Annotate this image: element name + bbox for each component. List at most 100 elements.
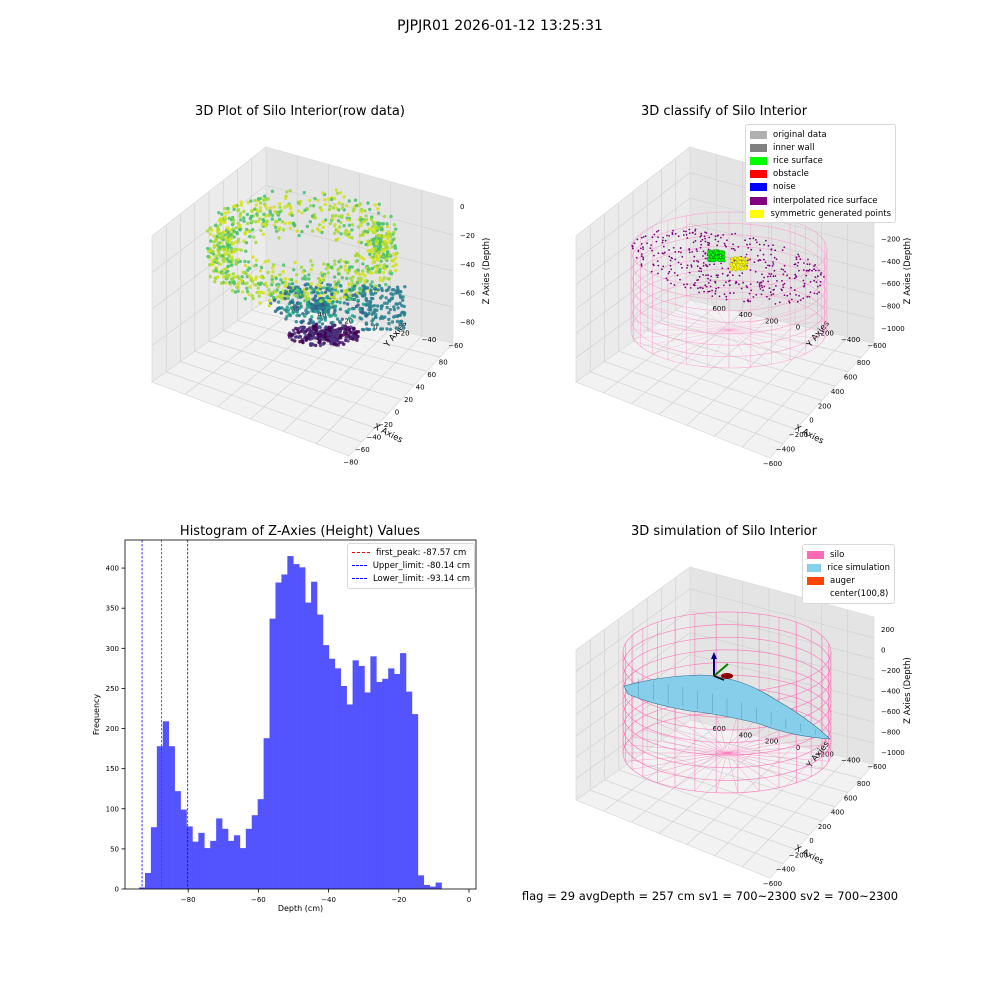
scatter-point <box>235 230 239 235</box>
silo-spoke <box>674 718 728 754</box>
scatter-point <box>348 288 352 292</box>
interpolated-point <box>695 248 698 251</box>
scatter-point <box>212 244 216 248</box>
scatter-point <box>310 315 314 319</box>
legend-swatch <box>807 590 824 598</box>
classify-legend: original data inner wall rice surface obsta… <box>745 124 896 224</box>
interpolated-point <box>677 235 680 238</box>
interpolated-point <box>709 285 712 288</box>
scatter-point <box>214 269 218 273</box>
scatter-point <box>296 302 300 306</box>
scatter-point <box>309 282 314 286</box>
scatter-point <box>329 321 333 325</box>
interpolated-point <box>685 233 688 236</box>
scatter-point <box>365 299 369 303</box>
scatter-point <box>320 230 324 235</box>
silo-spoke <box>728 306 806 331</box>
scatter-point <box>398 290 402 294</box>
scatter-point <box>314 328 318 332</box>
interpolated-point <box>686 264 689 267</box>
interpolated-point <box>656 260 659 262</box>
symmetric-point <box>732 263 736 267</box>
histogram-bar <box>370 656 377 889</box>
scatter-point <box>289 210 293 215</box>
interpolated-point <box>646 242 648 245</box>
interpolated-point <box>705 264 707 266</box>
legend-label: center(100,8) <box>830 589 889 600</box>
silo-spoke <box>726 752 829 762</box>
scatter-point <box>285 310 289 314</box>
gridline <box>618 350 810 416</box>
scatter-point <box>239 203 244 207</box>
silo-spoke <box>728 329 818 347</box>
interpolated-point <box>749 269 752 271</box>
rice-surface-point <box>710 258 715 263</box>
interpolated-point <box>704 231 706 234</box>
legend-label: inner wall <box>773 142 815 153</box>
scatter-point <box>249 278 253 282</box>
scatter-point <box>220 254 225 258</box>
y-tick-label: 0 <box>115 886 119 894</box>
scatter-point <box>316 316 321 320</box>
scatter-point <box>311 204 316 208</box>
interpolated-point <box>706 241 709 244</box>
interpolated-point <box>693 255 696 258</box>
interpolated-point <box>813 265 815 267</box>
scatter-point <box>391 238 395 242</box>
scatter-point <box>323 318 328 322</box>
scatter-point <box>310 336 315 340</box>
scatter-point <box>359 220 364 225</box>
interpolated-point <box>737 246 740 248</box>
interpolated-point <box>694 240 697 242</box>
histogram-frame <box>124 539 477 890</box>
interpolated-point <box>661 241 664 244</box>
x-tick-label: 800 <box>857 780 870 788</box>
z-tick-label: 0 <box>460 203 464 211</box>
scatter-point <box>294 280 298 284</box>
scatter-point <box>263 260 267 264</box>
z-tick-label: −600 <box>881 708 900 716</box>
scatter-points <box>206 188 407 348</box>
scatter-point <box>297 331 301 335</box>
scatter-point <box>359 218 363 222</box>
scatter-point <box>392 230 396 235</box>
interpolated-point <box>701 238 704 241</box>
scatter-point <box>348 276 353 281</box>
silo-spoke <box>674 752 728 788</box>
scatter-point <box>288 313 293 318</box>
legend-label: Lower_limit: -93.14 cm <box>372 573 470 584</box>
scatter-point <box>227 254 231 259</box>
interpolated-point <box>713 263 716 266</box>
interpolated-point <box>665 277 668 280</box>
scatter-point <box>338 307 343 311</box>
scatter-point <box>213 279 217 284</box>
scatter-point <box>375 322 379 327</box>
scatter-point <box>209 239 213 243</box>
interpolated-point <box>722 234 725 236</box>
interpolated-point <box>708 290 711 293</box>
histogram-bar <box>376 682 383 889</box>
scatter-point <box>370 271 374 275</box>
interpolated-point <box>725 245 727 248</box>
interpolated-point <box>788 277 791 280</box>
scatter-point <box>251 296 255 301</box>
interpolated-point <box>664 239 667 242</box>
scatter-point <box>270 277 274 282</box>
scatter-point <box>322 286 326 290</box>
scatter-point <box>237 225 241 229</box>
interpolated-point <box>797 261 800 264</box>
gridline <box>604 779 797 850</box>
interpolated-point <box>733 259 736 262</box>
scatter-point <box>356 298 360 303</box>
scatter-point <box>343 268 348 272</box>
scatter-point <box>307 277 311 281</box>
interpolated-point <box>773 269 776 272</box>
interpolated-point <box>688 232 691 235</box>
scatter-point <box>340 206 345 210</box>
histogram-bar <box>299 567 306 889</box>
scatter-point <box>359 223 363 227</box>
scatter-point <box>308 204 313 208</box>
scatter-point <box>234 261 238 266</box>
interpolated-point <box>806 296 809 298</box>
interpolated-point <box>771 265 774 267</box>
